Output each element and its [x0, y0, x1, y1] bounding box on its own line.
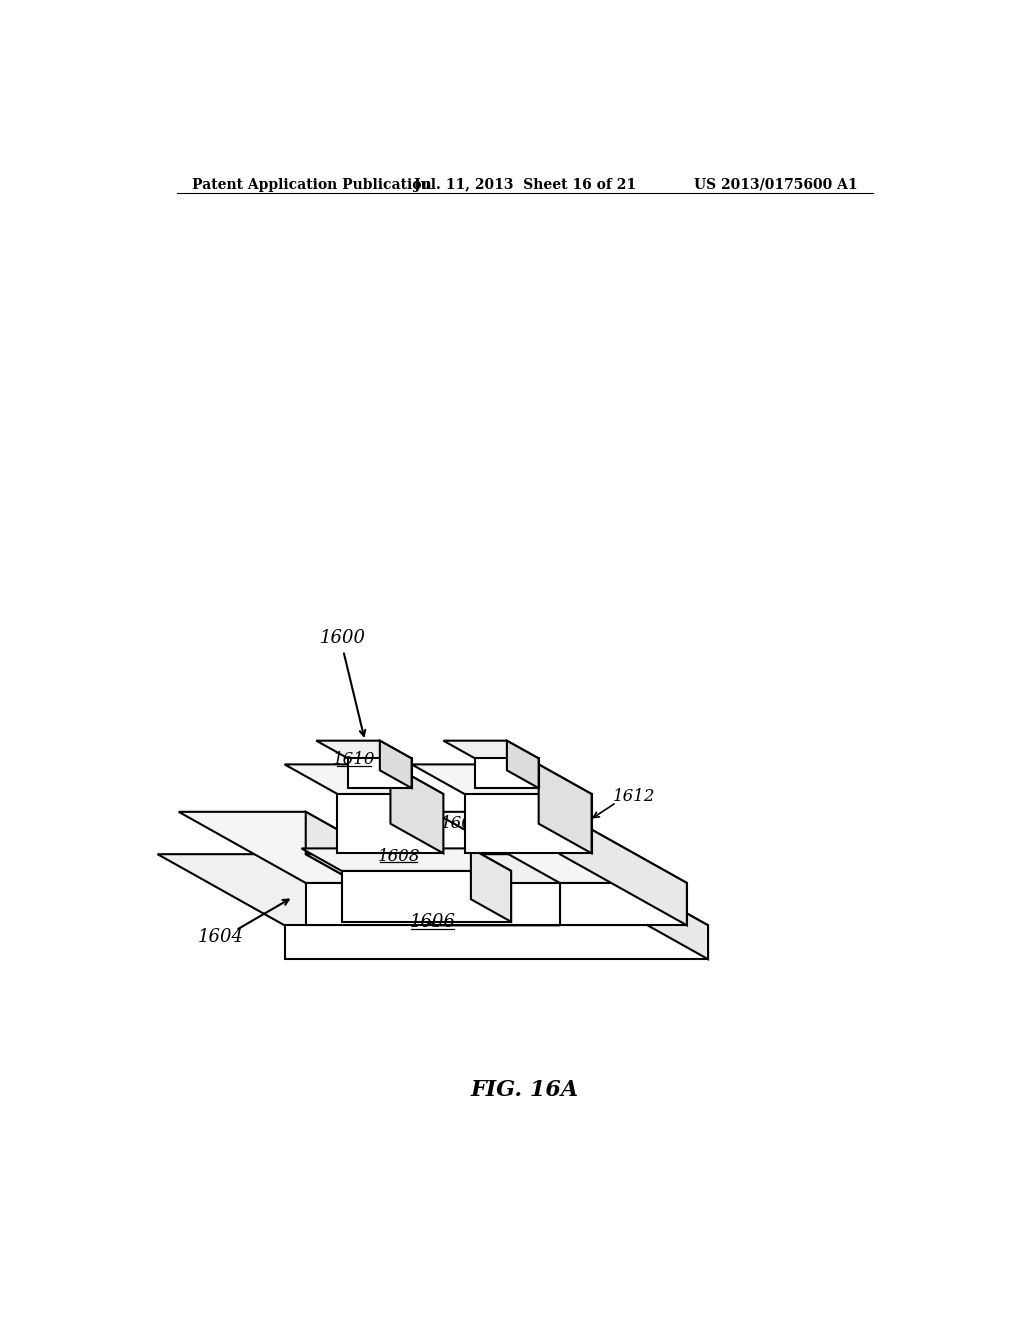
Text: FIG. 16A: FIG. 16A — [471, 1080, 579, 1101]
Polygon shape — [475, 759, 539, 788]
Polygon shape — [316, 741, 412, 759]
Text: 1610: 1610 — [333, 751, 376, 768]
Polygon shape — [471, 849, 511, 921]
Text: Jul. 11, 2013  Sheet 16 of 21: Jul. 11, 2013 Sheet 16 of 21 — [414, 178, 636, 191]
Polygon shape — [306, 812, 433, 925]
Polygon shape — [412, 764, 592, 795]
Text: 1604: 1604 — [198, 928, 244, 946]
Polygon shape — [560, 883, 687, 925]
Polygon shape — [306, 854, 560, 925]
Polygon shape — [342, 871, 511, 921]
Polygon shape — [338, 795, 443, 853]
Text: Patent Application Publication: Patent Application Publication — [193, 178, 432, 191]
Polygon shape — [301, 849, 511, 871]
Polygon shape — [306, 883, 433, 925]
Polygon shape — [285, 925, 708, 960]
Text: 1606: 1606 — [410, 913, 456, 931]
Polygon shape — [433, 883, 560, 925]
Polygon shape — [285, 764, 443, 795]
Polygon shape — [507, 741, 539, 788]
Polygon shape — [158, 854, 708, 925]
Polygon shape — [581, 854, 708, 960]
Polygon shape — [348, 759, 412, 788]
Text: 1602: 1602 — [441, 816, 483, 833]
Polygon shape — [560, 812, 687, 925]
Polygon shape — [465, 795, 592, 853]
Text: US 2013/0175600 A1: US 2013/0175600 A1 — [694, 178, 857, 191]
Polygon shape — [443, 741, 539, 759]
Polygon shape — [433, 812, 687, 883]
Polygon shape — [390, 764, 443, 853]
Text: 1600: 1600 — [321, 628, 367, 647]
Text: 1608: 1608 — [378, 847, 420, 865]
Text: 1612: 1612 — [612, 788, 655, 805]
Polygon shape — [178, 812, 433, 883]
Polygon shape — [380, 741, 412, 788]
Polygon shape — [539, 764, 592, 853]
